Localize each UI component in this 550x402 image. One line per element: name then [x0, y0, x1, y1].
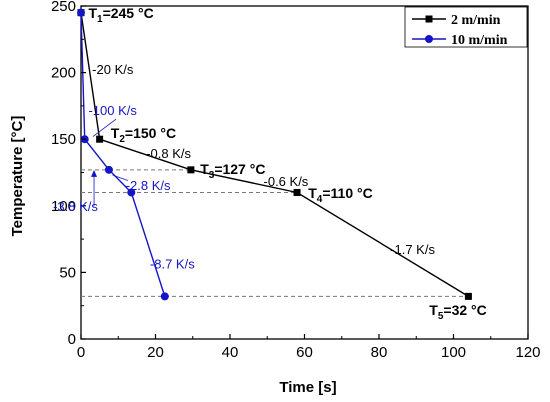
- data-point-circle: [104, 165, 113, 174]
- arrow-pointer: [112, 174, 129, 181]
- y-tick-label: 200: [51, 65, 76, 82]
- plot-frame: [80, 5, 529, 340]
- legend: 2 m/min 10 m/min: [404, 6, 528, 48]
- data-point-circle: [160, 292, 169, 301]
- axis-ticks: 0 20 40 60 80 100 120 0 50 100 150 200 250: [51, 0, 541, 361]
- legend-swatch-circle: [425, 35, 433, 43]
- rate-label: -100 K/s: [88, 103, 137, 118]
- legend-swatch-square: [425, 15, 433, 23]
- arrow-pointer: [92, 118, 117, 137]
- point-label: T3=127 °C: [200, 161, 265, 181]
- point-label: T4=110 °C: [308, 185, 373, 205]
- data-point-square: [293, 188, 301, 196]
- y-tick-label: 150: [51, 131, 76, 148]
- y-tick-label: 0: [68, 331, 76, 348]
- y-axis-label: Temperature [°C]: [9, 116, 26, 237]
- legend-label: 10 m/min: [451, 33, 508, 48]
- point-label: T1=245 °C: [88, 5, 153, 25]
- x-tick-label: 20: [147, 344, 164, 361]
- reference-lines: [81, 169, 469, 297]
- x-tick-label: 40: [222, 344, 239, 361]
- arrow-head: [91, 169, 98, 177]
- data-point-circle: [77, 8, 85, 17]
- series-markers: [77, 8, 472, 301]
- data-point-square: [464, 292, 472, 300]
- plot-frame-rect: [80, 5, 529, 340]
- x-tick-label: 60: [296, 344, 313, 361]
- point-label: T2=150 °C: [111, 125, 176, 145]
- rate-label: -20 K/s: [92, 62, 134, 77]
- x-axis-label: Time [s]: [279, 379, 336, 396]
- rate-label: -8.7 K/s: [150, 256, 195, 271]
- rate-label: -1.7 K/s: [390, 242, 435, 257]
- rate-label: -2.8 K/s: [126, 178, 171, 193]
- data-point-square: [187, 166, 195, 174]
- y-tick-label: 250: [51, 0, 76, 15]
- x-tick-label: 0: [77, 344, 85, 361]
- x-tick-label: 100: [441, 344, 466, 361]
- x-tick-label: 120: [515, 344, 540, 361]
- legend-label: 2 m/min: [451, 13, 501, 28]
- point-label: T5=32 °C: [429, 302, 486, 322]
- y-tick-label: 100: [51, 198, 76, 215]
- x-tick-label: 80: [371, 344, 388, 361]
- y-tick-label: 50: [59, 264, 76, 281]
- data-point-circle: [127, 188, 136, 197]
- rate-label: -3.8 K/s: [53, 199, 98, 214]
- rate-label: -0.6 K/s: [264, 174, 309, 189]
- rate-label: -0.8 K/s: [146, 146, 191, 161]
- annotations: -20 K/s -0.8 K/s -0.6 K/s -1.7 K/s -100 K/s -…: [53, 5, 487, 322]
- data-point-square: [96, 135, 104, 143]
